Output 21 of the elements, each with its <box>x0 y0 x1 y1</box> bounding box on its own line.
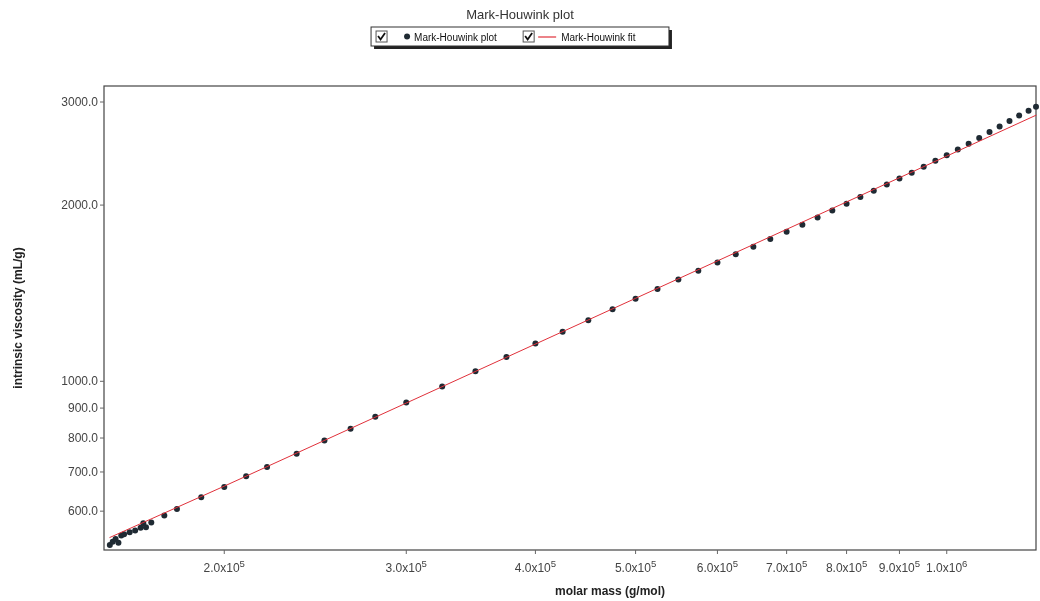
y-tick-label: 900.0 <box>67 401 99 416</box>
legend-label: Mark-Houwink plot <box>414 31 498 43</box>
x-tick-label: 8.0x10$^{5}$ <box>825 557 868 575</box>
x-tick-label: 6.0x10$^{5}$ <box>696 557 739 575</box>
x-axis-title: molar mass (g/mol) <box>554 584 666 598</box>
x-tick-label: 3.0x10$^{5}$ <box>385 557 427 575</box>
y-tick-label: 1000.0 <box>61 374 99 389</box>
legend-label: Mark-Houwink fit <box>561 31 636 43</box>
x-tick-label: 7.0x10$^{5}$ <box>765 557 808 575</box>
y-axis-title: intrinsic viscosity (mL/g) <box>11 247 25 389</box>
x-tick-label: 5.0x10$^{5}$ <box>614 557 657 575</box>
y-tick-label: 700.0 <box>67 464 99 479</box>
y-tick-label: 3000.0 <box>61 95 99 110</box>
x-tick-label: 1.0x10$^{6}$ <box>926 557 968 575</box>
chart-title: Mark-Houwink plot <box>466 7 575 22</box>
x-tick-label: 2.0x10$^{5}$ <box>203 557 245 575</box>
x-tick-label: 4.0x10$^{5}$ <box>514 557 557 575</box>
x-tick-label: 9.0x10$^{5}$ <box>878 557 921 575</box>
y-tick-label: 600.0 <box>67 504 99 519</box>
y-tick-label: 800.0 <box>67 431 99 446</box>
y-tick-label: 2000.0 <box>61 198 99 213</box>
